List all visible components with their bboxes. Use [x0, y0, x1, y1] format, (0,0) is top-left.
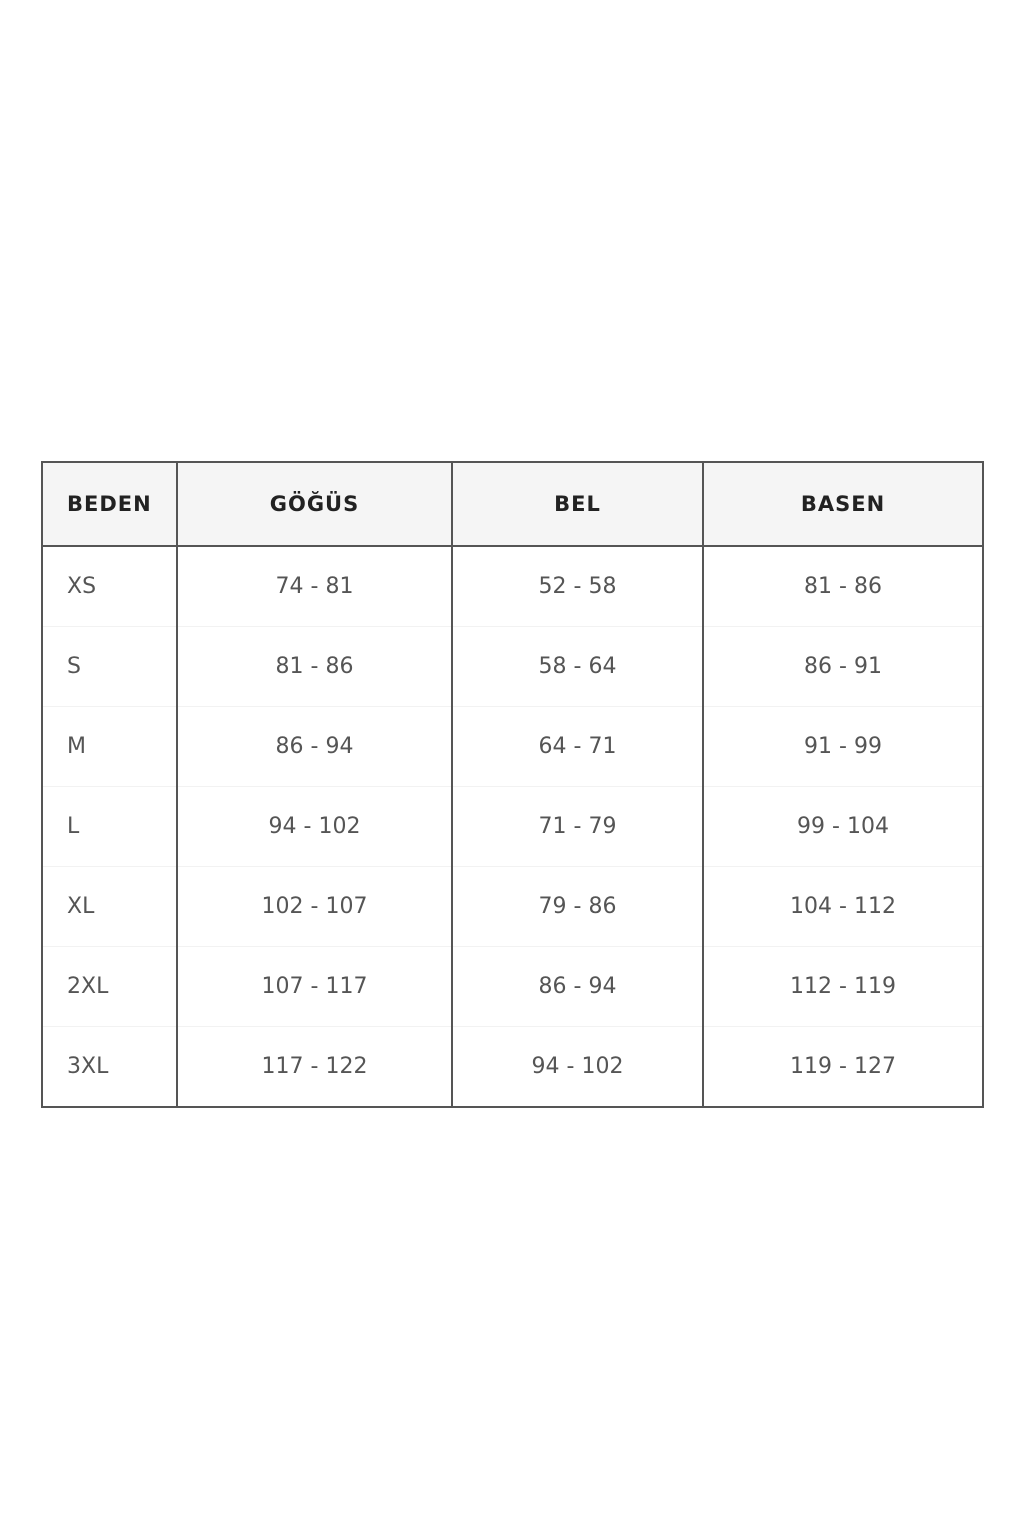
chest-cell: 117 - 122	[176, 1026, 452, 1107]
hip-cell: 104 - 112	[702, 866, 983, 947]
chest-cell: 94 - 102	[176, 786, 452, 867]
size-cell: M	[41, 706, 177, 787]
hip-cell: 81 - 86	[702, 546, 983, 627]
header-chest: GÖĞÜS	[176, 462, 452, 547]
chest-cell: 102 - 107	[176, 866, 452, 947]
size-cell: XS	[41, 546, 177, 627]
hip-cell: 91 - 99	[702, 706, 983, 787]
table-row: S 81 - 86 58 - 64 86 - 91	[41, 626, 983, 707]
table-row: XS 74 - 81 52 - 58 81 - 86	[41, 546, 983, 627]
hip-cell: 119 - 127	[702, 1026, 983, 1107]
waist-cell: 94 - 102	[451, 1026, 703, 1107]
header-waist: BEL	[451, 462, 703, 547]
table-row: XL 102 - 107 79 - 86 104 - 112	[41, 866, 983, 947]
chest-cell: 81 - 86	[176, 626, 452, 707]
size-cell: L	[41, 786, 177, 867]
header-size: BEDEN	[41, 462, 177, 547]
size-cell: 3XL	[41, 1026, 177, 1107]
size-cell: S	[41, 626, 177, 707]
waist-cell: 79 - 86	[451, 866, 703, 947]
table-row: M 86 - 94 64 - 71 91 - 99	[41, 706, 983, 787]
waist-cell: 64 - 71	[451, 706, 703, 787]
chest-cell: 107 - 117	[176, 946, 452, 1027]
hip-cell: 86 - 91	[702, 626, 983, 707]
waist-cell: 71 - 79	[451, 786, 703, 867]
chest-cell: 86 - 94	[176, 706, 452, 787]
table-row: L 94 - 102 71 - 79 99 - 104	[41, 786, 983, 867]
waist-cell: 58 - 64	[451, 626, 703, 707]
size-cell: 2XL	[41, 946, 177, 1027]
waist-cell: 52 - 58	[451, 546, 703, 627]
table-row: 3XL 117 - 122 94 - 102 119 - 127	[41, 1026, 983, 1107]
hip-cell: 99 - 104	[702, 786, 983, 867]
header-row: BEDEN GÖĞÜS BEL BASEN	[41, 462, 983, 547]
chest-cell: 74 - 81	[176, 546, 452, 627]
size-cell: XL	[41, 866, 177, 947]
size-chart-table: BEDEN GÖĞÜS BEL BASEN XS 74 - 81 52 - 58 81…	[41, 461, 984, 1108]
waist-cell: 86 - 94	[451, 946, 703, 1027]
hip-cell: 112 - 119	[702, 946, 983, 1027]
table-row: 2XL 107 - 117 86 - 94 112 - 119	[41, 946, 983, 1027]
header-hip: BASEN	[702, 462, 983, 547]
